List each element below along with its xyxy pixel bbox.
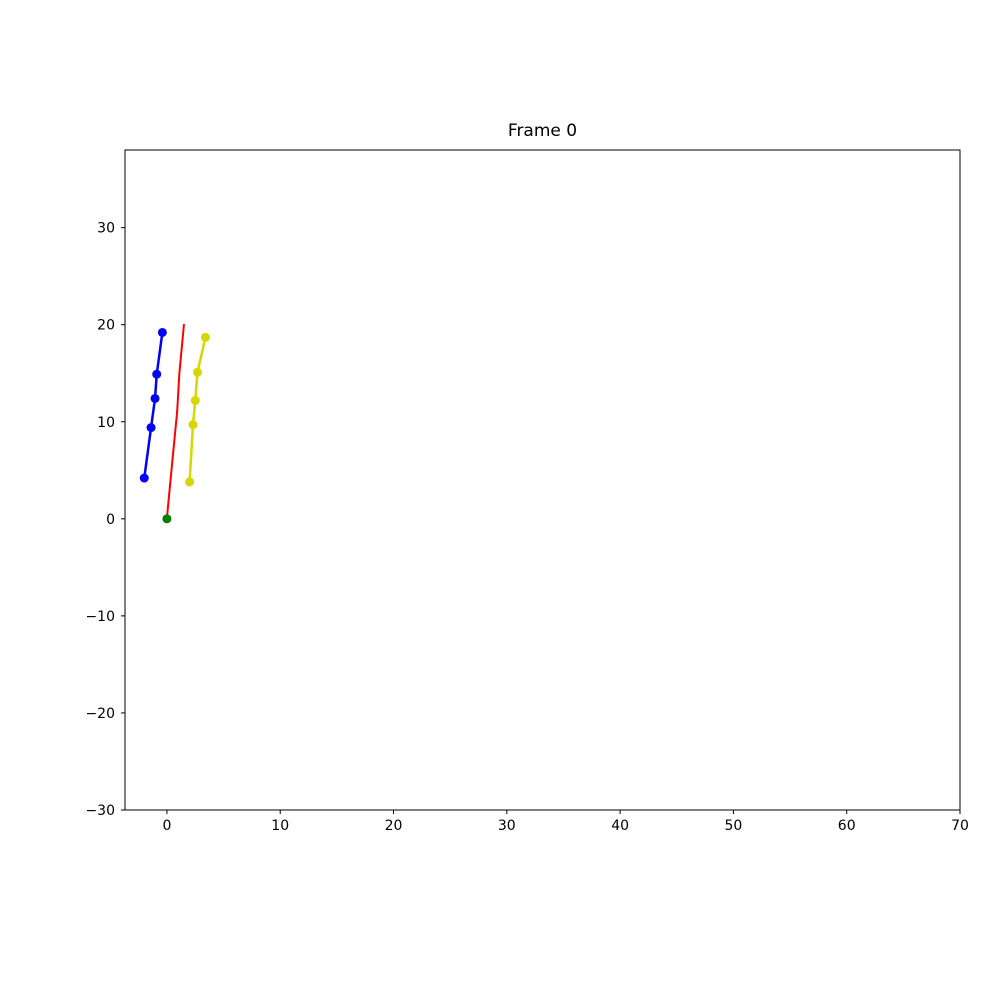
y-tick-label: 20 bbox=[97, 318, 115, 334]
series-yellow-marker bbox=[191, 396, 200, 405]
x-tick-label: 40 bbox=[611, 818, 629, 834]
series-yellow-marker bbox=[193, 368, 202, 377]
chart-figure: 0 10 20 30 40 50 60 70 −30 −20 −10 0 10 20 30 Frame 0 bbox=[0, 0, 1000, 1000]
series-blue-marker bbox=[151, 394, 160, 403]
series-yellow-marker bbox=[188, 420, 197, 429]
x-tick-label: 50 bbox=[724, 818, 742, 834]
series-blue-marker bbox=[152, 370, 161, 379]
chart-svg: 0 10 20 30 40 50 60 70 −30 −20 −10 0 10 20 30 Frame 0 bbox=[0, 0, 1000, 1000]
chart-title: Frame 0 bbox=[508, 121, 577, 141]
x-tick-label: 20 bbox=[385, 818, 403, 834]
x-tick-label: 70 bbox=[951, 818, 969, 834]
series-yellow-marker bbox=[201, 333, 210, 342]
series-yellow-marker bbox=[185, 477, 194, 486]
series-blue-marker bbox=[140, 474, 149, 483]
x-tick-label: 10 bbox=[271, 818, 289, 834]
series-blue-marker bbox=[147, 423, 156, 432]
x-tick-label: 30 bbox=[498, 818, 516, 834]
series-blue-marker bbox=[158, 328, 167, 337]
series-green-marker bbox=[162, 514, 171, 523]
y-tick-label: 10 bbox=[97, 415, 115, 431]
y-tick-label: −10 bbox=[85, 609, 115, 625]
y-tick-label: 0 bbox=[106, 512, 115, 528]
y-tick-label: −30 bbox=[85, 803, 115, 819]
x-tick-label: 60 bbox=[838, 818, 856, 834]
series-green bbox=[162, 514, 171, 523]
y-tick-label: −20 bbox=[85, 706, 115, 722]
y-tick-label: 30 bbox=[97, 221, 115, 237]
x-tick-label: 0 bbox=[162, 818, 171, 834]
